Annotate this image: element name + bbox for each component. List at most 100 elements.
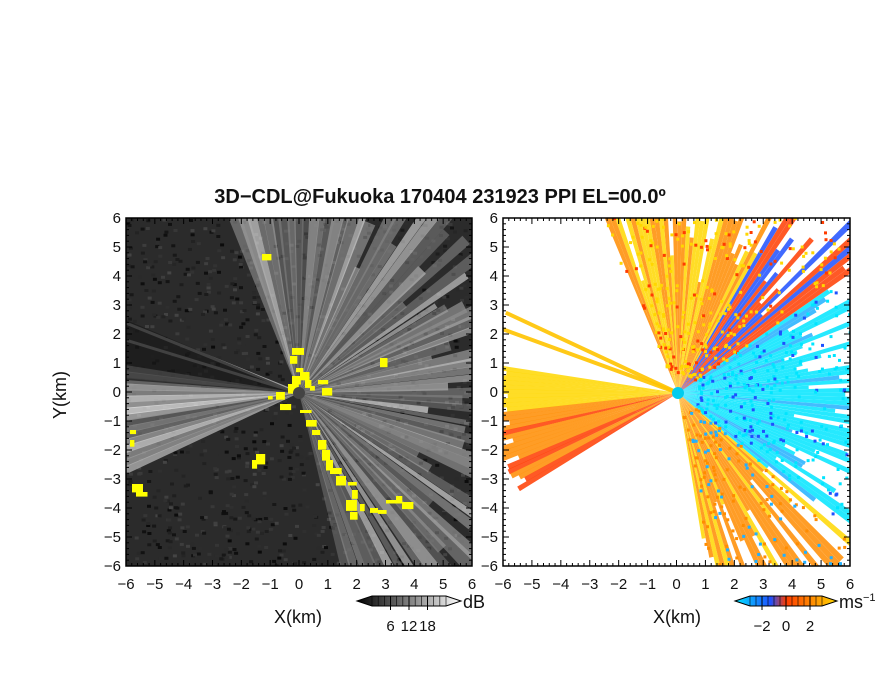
velocity-speck xyxy=(750,485,754,489)
noise-cell xyxy=(178,259,183,263)
x-tick-label: 4 xyxy=(410,576,418,593)
noise-cell xyxy=(180,502,185,506)
velocity-ray xyxy=(503,388,678,394)
noise-cell xyxy=(466,403,471,407)
noise-cell xyxy=(309,306,314,309)
noise-cell xyxy=(212,268,217,272)
colorbar-tick-label: 12 xyxy=(401,618,418,635)
velocity-speck xyxy=(696,339,700,343)
velocity-speck xyxy=(722,575,725,578)
noise-cell xyxy=(448,424,453,428)
clutter-cell xyxy=(330,468,342,474)
velocity-speck xyxy=(707,483,711,487)
clutter-cell xyxy=(310,386,315,391)
noise-cell xyxy=(158,254,163,258)
noise-cell xyxy=(425,540,430,544)
noise-cell xyxy=(384,461,388,465)
velocity-speck xyxy=(735,452,739,456)
velocity-speck xyxy=(871,476,874,479)
noise-cell xyxy=(355,425,360,429)
noise-cell xyxy=(288,472,293,476)
velocity-speck xyxy=(664,350,668,354)
velocity-speck xyxy=(633,180,636,183)
noise-cell xyxy=(416,401,421,405)
velocity-speck xyxy=(769,416,773,420)
noise-cell xyxy=(159,417,164,421)
velocity-speck xyxy=(730,373,734,377)
noise-cell xyxy=(277,459,282,463)
noise-cell xyxy=(431,275,436,279)
noise-cell xyxy=(398,455,403,459)
noise-cell xyxy=(191,240,196,243)
noise-cell xyxy=(419,255,424,259)
noise-cell xyxy=(201,440,206,443)
velocity-speck xyxy=(795,431,799,434)
velocity-speck xyxy=(662,225,665,229)
noise-cell xyxy=(329,412,334,416)
echo-ray xyxy=(299,218,326,393)
velocity-speck xyxy=(708,377,712,381)
noise-cell xyxy=(213,311,218,315)
velocity-speck xyxy=(675,289,679,293)
velocity-speck xyxy=(811,213,814,216)
velocity-ray xyxy=(678,362,803,393)
noise-cell xyxy=(174,537,179,541)
noise-cell xyxy=(227,555,232,559)
x-tick-label: 5 xyxy=(817,576,825,593)
velocity-speck xyxy=(709,311,713,315)
noise-cell xyxy=(407,488,412,492)
velocity-speck xyxy=(659,336,663,340)
x-tick-label: −3 xyxy=(581,576,598,593)
noise-cell xyxy=(266,442,270,446)
noise-cell xyxy=(165,539,170,543)
velocity-speck xyxy=(836,506,839,510)
noise-cell xyxy=(221,553,226,557)
noise-cell xyxy=(460,298,464,302)
noise-cell xyxy=(462,284,467,288)
velocity-speck xyxy=(756,434,760,438)
noise-cell xyxy=(461,473,465,477)
velocity-speck xyxy=(771,475,775,479)
velocity-speck xyxy=(843,545,847,549)
noise-cell xyxy=(444,432,449,436)
velocity-speck xyxy=(640,235,644,239)
velocity-speck xyxy=(720,330,724,334)
velocity-speck xyxy=(773,220,777,224)
clutter-cell xyxy=(396,496,403,504)
noise-cell xyxy=(315,483,320,487)
y-tick-label: 2 xyxy=(113,326,121,343)
velocity-speck xyxy=(713,403,717,407)
velocity-speck xyxy=(744,433,748,437)
velocity-speck xyxy=(636,160,639,163)
noise-cell xyxy=(186,544,190,548)
velocity-speck xyxy=(667,364,671,368)
velocity-ray xyxy=(507,393,678,475)
noise-cell xyxy=(315,563,319,566)
noise-cell xyxy=(362,347,367,351)
noise-cell xyxy=(158,557,163,561)
noise-cell xyxy=(388,443,393,447)
noise-cell xyxy=(448,333,453,337)
velocity-speck xyxy=(701,348,705,352)
velocity-speck xyxy=(799,332,802,336)
x-tick-label: −5 xyxy=(523,576,540,593)
y-tick-label: −6 xyxy=(481,558,498,575)
x-tick-label: 3 xyxy=(759,576,767,593)
noise-cell xyxy=(270,523,275,527)
velocity-speck xyxy=(745,615,748,618)
noise-cell xyxy=(447,406,452,410)
noise-cell xyxy=(236,349,240,353)
colorbar-db-unit: dB xyxy=(463,592,485,612)
velocity-speck xyxy=(835,314,839,318)
blocked-sector xyxy=(126,320,299,393)
velocity-speck xyxy=(857,281,860,284)
velocity-speck xyxy=(829,250,833,254)
velocity-speck xyxy=(828,372,831,376)
clutter-cell xyxy=(378,510,387,514)
velocity-speck xyxy=(820,367,824,371)
noise-cell xyxy=(320,529,325,533)
noise-cell xyxy=(157,281,162,285)
noise-cell xyxy=(194,298,199,302)
velocity-speck xyxy=(649,239,653,243)
velocity-speck xyxy=(840,424,843,428)
